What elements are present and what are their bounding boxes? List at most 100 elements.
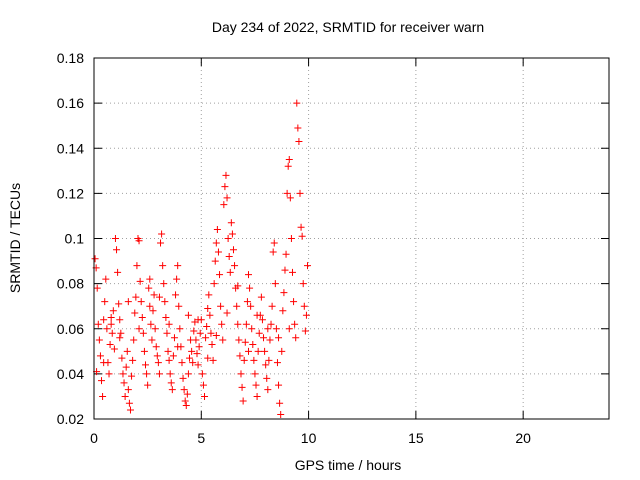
data-point [101,298,109,306]
data-point [158,230,166,238]
data-point [114,268,122,276]
data-point [196,329,204,337]
data-point [153,352,161,360]
data-point [110,345,118,353]
data-point [202,334,210,342]
data-point [252,381,260,389]
data-point [272,325,280,333]
data-point [292,334,300,342]
x-tick-label: 5 [197,430,205,446]
data-point [107,320,115,328]
data-point [125,399,133,407]
data-point [189,359,197,367]
data-point [122,363,130,371]
data-point [206,311,214,319]
data-point [188,347,196,355]
data-point [264,325,272,333]
data-point [113,246,121,254]
data-point [169,352,177,360]
data-point [239,397,247,405]
data-point [210,280,218,288]
data-point [98,377,106,385]
data-point [287,235,295,242]
data-point [273,359,281,367]
data-point [170,334,178,342]
y-tick-label: 0.1 [65,231,85,247]
data-point [115,300,123,308]
data-point [162,313,170,321]
data-point [280,289,288,297]
data-point [116,316,124,324]
data-point [240,356,248,364]
data-point [221,183,229,191]
data-point [166,370,174,378]
data-point [213,225,221,233]
data-point [262,361,270,369]
data-point [100,359,108,367]
data-point [144,381,152,389]
data-point [135,237,143,245]
data-point [126,406,134,414]
data-point [253,311,261,319]
data-point [178,359,186,367]
data-point [168,386,176,394]
data-point [99,392,107,400]
data-point [180,386,188,394]
data-point [152,343,160,351]
data-point [184,370,192,378]
data-point [216,271,224,279]
x-tick-label: 0 [90,430,98,446]
data-point [234,282,242,290]
x-tick-label: 20 [515,430,531,446]
data-point [209,356,217,364]
data-point [184,311,192,319]
data-point [245,347,252,355]
x-tick-label: 10 [301,430,317,446]
data-point [100,316,108,324]
data-point [267,320,275,328]
data-point [203,322,211,330]
data-point [199,381,207,389]
data-point [111,235,119,242]
x-tick-label: 15 [408,430,424,446]
y-tick-label: 0.08 [57,276,84,292]
data-point [207,329,215,337]
data-point [146,302,154,310]
data-point [260,334,268,342]
data-point [163,329,171,337]
data-point [285,325,293,333]
data-point [270,239,278,247]
data-point [194,316,202,324]
data-point [182,401,190,409]
data-point [91,255,99,263]
data-point [124,298,132,306]
data-point [185,354,193,362]
data-point [234,320,242,328]
data-point [167,379,175,387]
y-axis-label: SRMTID / TECUs [7,183,23,293]
data-point [121,392,129,400]
data-point [246,284,254,292]
data-point [235,336,243,344]
data-point [254,347,262,355]
data-point [223,309,231,317]
data-point [220,201,228,209]
data-point [106,341,114,349]
data-point [165,356,173,364]
data-point [275,381,283,389]
y-tick-label: 0.14 [57,140,84,156]
data-point [233,302,241,310]
data-point [151,325,159,333]
data-point [132,293,140,301]
y-tick-label: 0.12 [57,185,84,201]
data-point [236,352,244,360]
data-point [265,356,273,364]
data-point [298,232,306,240]
data-point [176,325,184,333]
data-point [212,332,220,340]
data-point [214,248,222,256]
data-point [135,325,143,333]
data-point [93,284,101,292]
data-point [94,320,102,328]
data-point [211,257,219,265]
